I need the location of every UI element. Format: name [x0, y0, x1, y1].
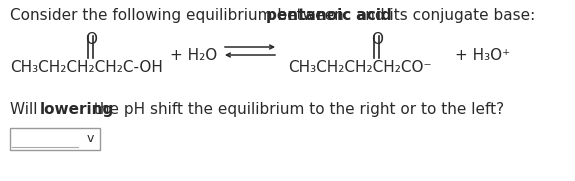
Text: + H₂O: + H₂O [170, 48, 217, 63]
Text: CH₃CH₂CH₂CH₂C-OH: CH₃CH₂CH₂CH₂C-OH [10, 60, 163, 75]
Text: CH₃CH₂CH₂CH₂CO⁻: CH₃CH₂CH₂CH₂CO⁻ [288, 60, 431, 75]
Text: O: O [85, 32, 97, 47]
Text: Will: Will [10, 102, 43, 117]
Text: the pH shift the equilibrium to the right or to the left?: the pH shift the equilibrium to the righ… [89, 102, 504, 117]
Text: v: v [86, 132, 94, 145]
Text: pentanoic acid: pentanoic acid [266, 8, 392, 23]
Text: lowering: lowering [40, 102, 114, 117]
Text: Consider the following equilibrium between: Consider the following equilibrium betwe… [10, 8, 348, 23]
Text: O: O [371, 32, 383, 47]
Text: and its conjugate base:: and its conjugate base: [351, 8, 535, 23]
Text: + H₃O⁺: + H₃O⁺ [455, 48, 510, 63]
Bar [10, 128, 100, 150]
